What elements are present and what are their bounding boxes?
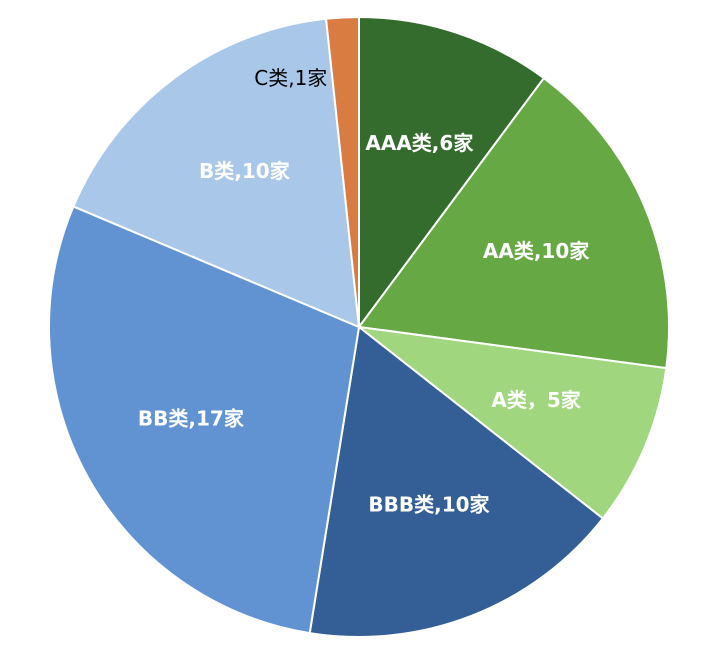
pie-slice (324, 15, 360, 328)
data-label: BB类,17家 (138, 407, 245, 431)
data-label: C类,1家 (254, 66, 327, 90)
data-label: AAA类,6家 (365, 131, 474, 155)
pie-slice (358, 15, 546, 331)
pie-slice (72, 17, 361, 329)
pie-slice (308, 325, 605, 638)
data-label: AA类,10家 (483, 239, 590, 263)
pie-slice (357, 76, 670, 370)
pie-slice (48, 205, 361, 635)
pie-slice (355, 325, 668, 520)
data-label: B类,10家 (199, 159, 291, 183)
data-label: A类，5家 (491, 388, 581, 412)
data-label: BBB类,10家 (368, 493, 490, 517)
